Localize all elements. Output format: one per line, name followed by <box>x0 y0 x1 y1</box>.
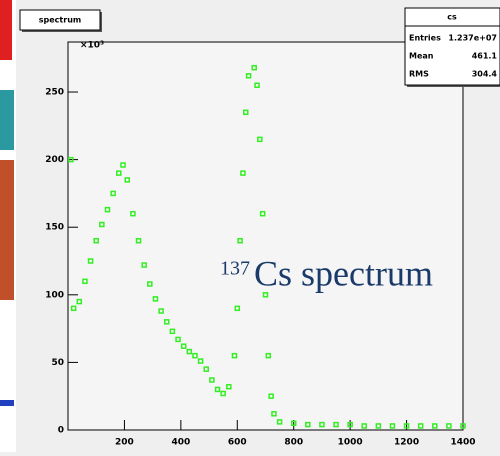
chart-title: spectrum <box>39 16 81 25</box>
y-tick-label: 150 <box>45 223 64 233</box>
marker <box>432 423 438 429</box>
marker <box>70 305 77 312</box>
marker <box>417 423 424 429</box>
x-tick-label: 600 <box>228 438 247 448</box>
stats-box <box>404 7 500 86</box>
marker <box>169 328 176 335</box>
marker <box>361 423 367 429</box>
marker <box>268 393 274 399</box>
marker <box>120 162 126 168</box>
marker <box>175 336 181 343</box>
left-decor <box>0 400 14 406</box>
stats-value: 461.1 <box>472 52 498 61</box>
marker <box>192 352 198 359</box>
marker <box>158 308 164 314</box>
marker <box>104 206 111 213</box>
left-decor <box>0 0 12 60</box>
marker <box>234 305 241 312</box>
title-box <box>19 9 101 31</box>
stats-title: cs <box>447 13 457 22</box>
x-tick-label: 1200 <box>394 438 419 448</box>
marker <box>226 383 232 390</box>
marker <box>403 423 410 429</box>
left-decor <box>0 90 14 150</box>
marker <box>76 298 83 305</box>
marker <box>180 343 187 349</box>
marker <box>130 210 136 217</box>
y-tick-label: 200 <box>45 155 64 165</box>
y-exponent: ×10³ <box>80 41 104 51</box>
marker <box>203 366 209 372</box>
marker <box>347 421 353 428</box>
marker <box>276 419 283 425</box>
marker <box>135 237 142 244</box>
marker <box>197 358 204 364</box>
stats-label: RMS <box>409 70 429 79</box>
x-tick-label: 1000 <box>338 438 363 448</box>
stats-value: 304.4 <box>472 70 498 79</box>
marker <box>152 296 159 302</box>
marker <box>93 237 99 244</box>
marker <box>243 109 249 116</box>
marker <box>220 390 226 397</box>
x-tick-label: 200 <box>115 438 134 448</box>
marker <box>257 136 263 143</box>
marker <box>147 281 153 287</box>
marker <box>259 210 266 217</box>
marker <box>186 348 193 355</box>
marker <box>254 82 260 89</box>
marker <box>290 420 297 426</box>
marker <box>251 64 257 71</box>
marker <box>116 170 122 176</box>
y-tick-label: 250 <box>45 88 64 98</box>
marker <box>245 73 252 79</box>
marker <box>446 423 452 429</box>
marker <box>110 190 116 197</box>
marker <box>240 170 246 176</box>
stats-label: Mean <box>409 52 434 61</box>
stats-value: 1.237e+07 <box>448 34 497 43</box>
marker <box>124 177 130 183</box>
y-tick-label: 0 <box>58 426 64 436</box>
marker <box>375 423 382 429</box>
marker <box>231 352 238 359</box>
marker <box>319 421 325 428</box>
marker <box>209 377 215 383</box>
annotation-sup: 137 <box>220 258 250 280</box>
marker <box>262 292 269 298</box>
marker <box>265 352 272 359</box>
marker <box>68 156 74 163</box>
marker <box>164 319 170 325</box>
marker <box>82 278 88 285</box>
marker <box>333 421 339 428</box>
marker <box>389 423 396 429</box>
stats-label: Entries <box>409 34 441 43</box>
marker <box>214 386 221 393</box>
annotation: Cs spectrum <box>254 253 433 293</box>
marker <box>99 221 105 228</box>
plot-frame <box>67 41 464 431</box>
marker <box>305 421 311 428</box>
left-decor <box>0 160 14 300</box>
x-tick-label: 400 <box>171 438 190 448</box>
marker <box>141 262 147 268</box>
x-tick-label: 800 <box>284 438 303 448</box>
marker <box>237 237 243 244</box>
y-tick-label: 50 <box>51 358 64 368</box>
marker <box>271 411 277 417</box>
y-tick-label: 100 <box>45 290 64 300</box>
x-tick-label: 1400 <box>450 438 475 448</box>
marker <box>87 258 94 264</box>
marker <box>460 423 466 429</box>
